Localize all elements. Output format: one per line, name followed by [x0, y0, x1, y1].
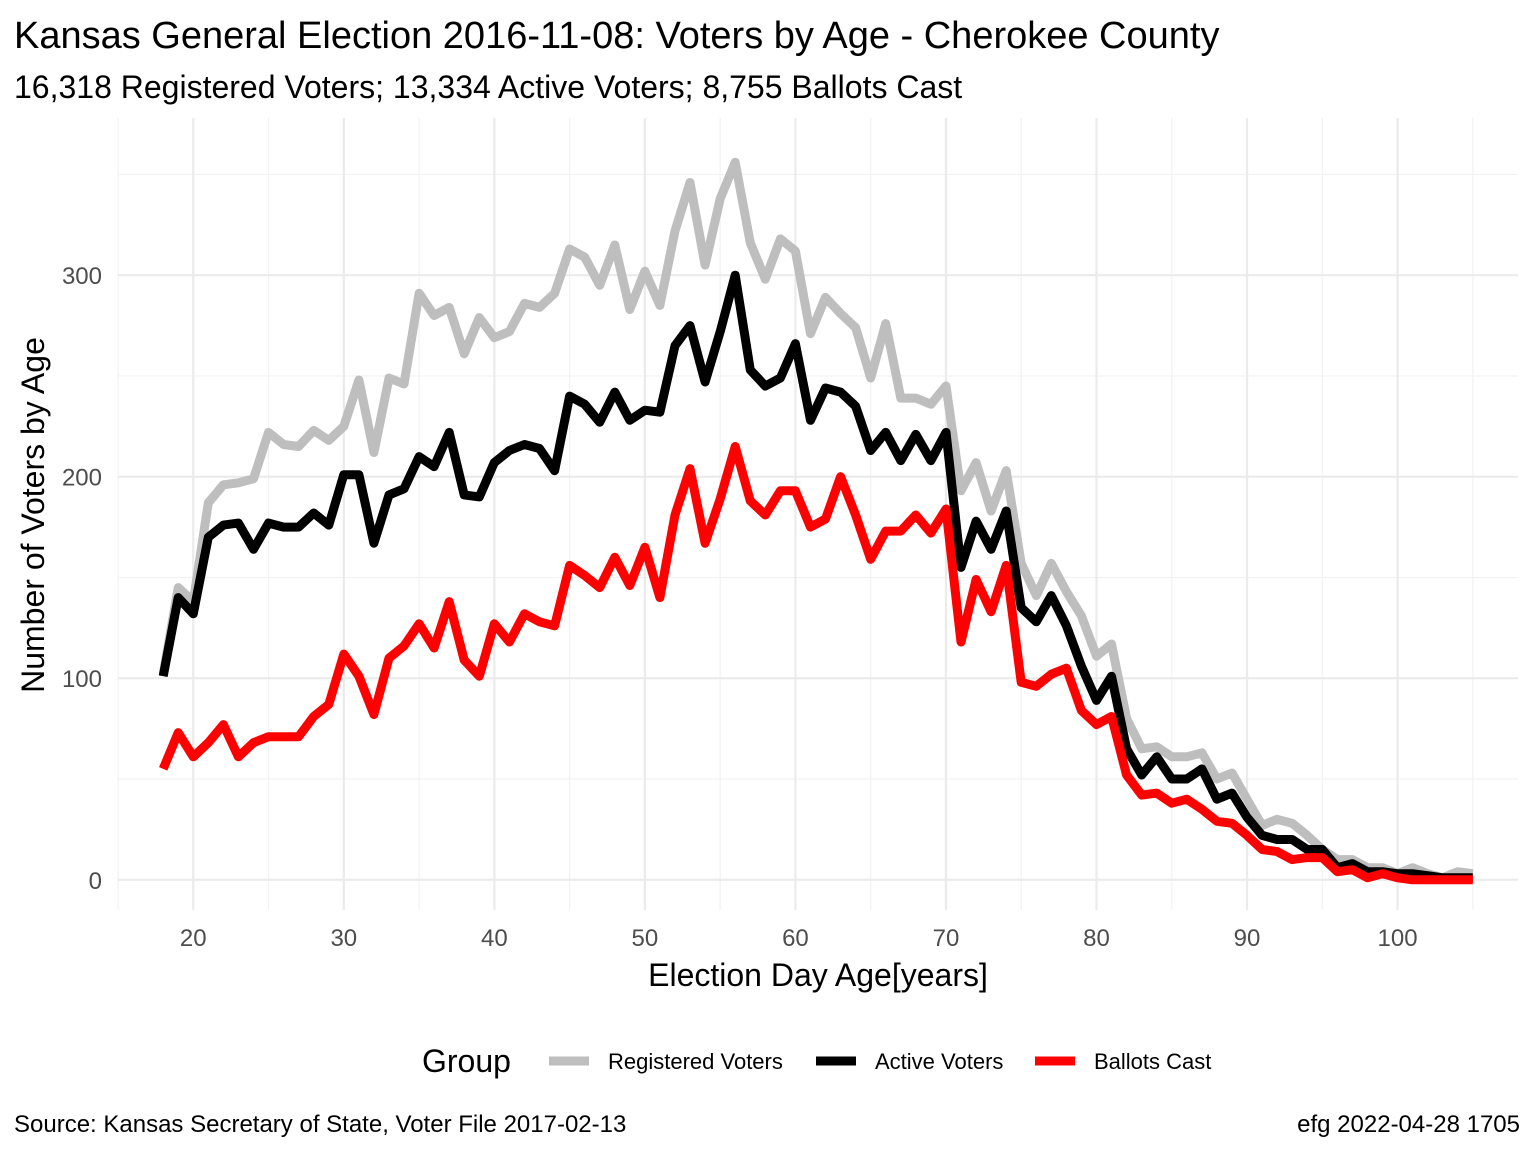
x-tick-label: 80 — [1083, 925, 1110, 952]
legend-item: Ballots Cast — [1035, 1049, 1211, 1074]
legend-label: Active Voters — [875, 1049, 1003, 1074]
chart-title: Kansas General Election 2016-11-08: Vote… — [14, 15, 1219, 57]
x-tick-label: 50 — [632, 925, 659, 952]
series-line-registered-voters — [158, 157, 1474, 883]
x-tick-label: 30 — [330, 925, 357, 952]
x-axis-title: Election Day Age[years] — [648, 957, 988, 993]
x-tick-label: 90 — [1234, 925, 1261, 952]
y-tick-label: 0 — [89, 868, 102, 895]
legend-item: Active Voters — [816, 1049, 1003, 1074]
series-lines — [158, 157, 1474, 885]
legend-items: Registered Voters Active Voters Ballots Ca… — [549, 1049, 1211, 1074]
legend-item: Registered Voters — [549, 1049, 783, 1074]
y-tick-label: 100 — [62, 666, 102, 693]
x-tick-label: 60 — [782, 925, 809, 952]
y-tick-label: 200 — [62, 465, 102, 492]
x-tick-label: 100 — [1378, 925, 1418, 952]
legend-title: Group — [422, 1043, 511, 1079]
series-line-active-voters — [158, 270, 1473, 883]
series-line-ballots-cast — [159, 442, 1473, 885]
y-axis-title: Number of Voters by Age — [15, 337, 51, 693]
y-tick-label: 300 — [62, 263, 102, 290]
x-tick-label: 20 — [180, 925, 207, 952]
legend-label: Registered Voters — [608, 1049, 783, 1074]
legend: Group Registered Voters Active Voters Ball… — [422, 1043, 1211, 1079]
axis-ticks: 20 30 40 50 60 70 80 90 100 0 100 200 300 — [62, 263, 1418, 952]
x-tick-label: 40 — [481, 925, 508, 952]
chart-subtitle: 16,318 Registered Voters; 13,334 Active … — [14, 69, 962, 105]
grid — [117, 118, 1518, 910]
author-caption: efg 2022-04-28 1705 — [1297, 1111, 1520, 1138]
source-caption: Source: Kansas Secretary of State, Voter… — [14, 1111, 626, 1138]
legend-label: Ballots Cast — [1094, 1049, 1211, 1074]
x-tick-label: 70 — [933, 925, 960, 952]
